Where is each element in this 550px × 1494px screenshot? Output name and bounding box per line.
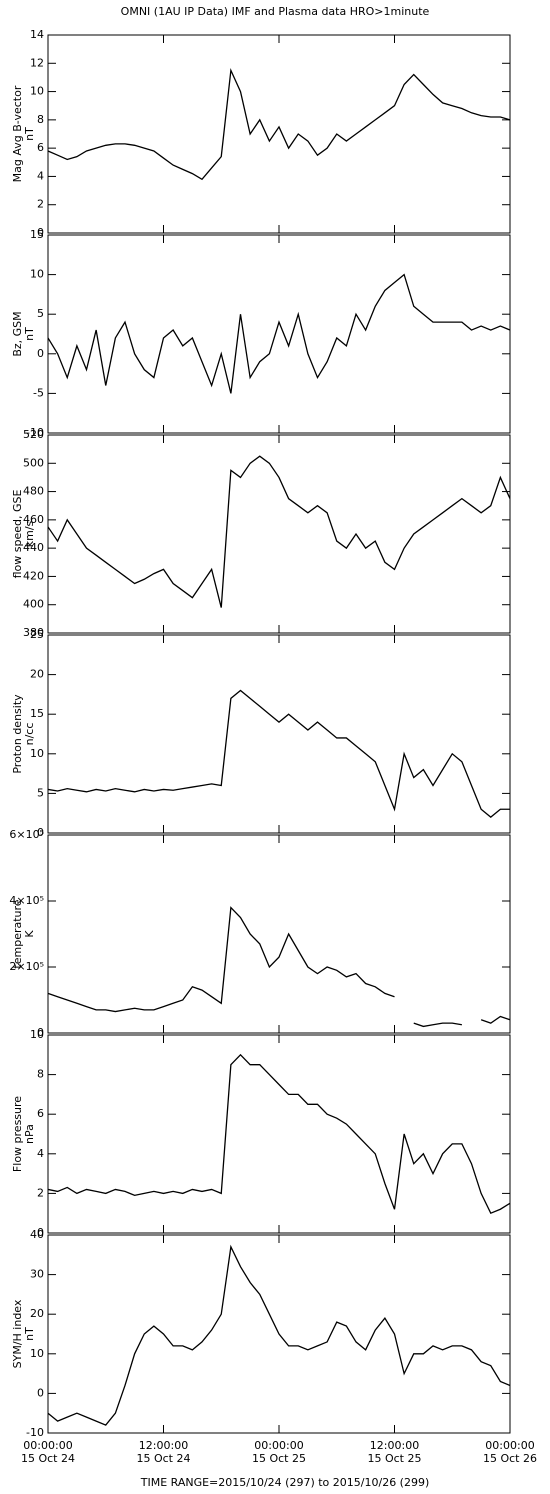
- y-tick-label: 10: [30, 85, 44, 98]
- y-tick-label: 0: [37, 226, 44, 239]
- y-tick-label: 460: [23, 513, 44, 526]
- y-tick-label: 380: [23, 626, 44, 639]
- y-tick-label: 6×10⁵: [9, 828, 44, 841]
- y-tick-label: 500: [23, 456, 44, 469]
- x-tick-label: 00:00:00 15 Oct 24: [20, 1439, 75, 1465]
- data-line: [47, 455, 511, 608]
- y-tick-label: 440: [23, 541, 44, 554]
- y-axis-label: n/cc: [23, 723, 36, 746]
- y-tick-label: 0: [37, 1386, 44, 1399]
- panel-frame: [47, 834, 511, 1034]
- y-tick-label: 10: [30, 268, 44, 281]
- time-range: TIME RANGE=2015/10/24 (297) to 2015/10/2…: [140, 1476, 430, 1489]
- y-tick-label: 4: [37, 1147, 44, 1160]
- y-tick-label: 12: [30, 56, 44, 69]
- y-tick-label: 2: [37, 198, 44, 211]
- y-tick-label: 2×10⁵: [9, 960, 44, 973]
- panel-frame: [47, 634, 511, 834]
- y-axis-label: nT: [23, 127, 36, 141]
- y-tick-label: 520: [23, 428, 44, 441]
- y-tick-label: -10: [26, 1426, 44, 1439]
- y-tick-label: 8: [37, 113, 44, 126]
- data-line: [47, 273, 511, 394]
- x-tick-label: 12:00:00 15 Oct 25: [367, 1439, 422, 1465]
- y-tick-label: 15: [30, 707, 44, 720]
- y-tick-label: 5: [37, 307, 44, 320]
- data-line: [47, 1244, 511, 1426]
- y-tick-label: 6: [37, 141, 44, 154]
- y-tick-label: 20: [30, 668, 44, 681]
- panel-frame: [47, 434, 511, 634]
- y-tick-label: 25: [30, 628, 44, 641]
- y-axis-label: nT: [23, 327, 36, 341]
- y-tick-label: 0: [37, 347, 44, 360]
- data-line: [47, 1053, 511, 1215]
- y-tick-label: 10: [30, 1347, 44, 1360]
- y-axis-label: flow speed, GSE: [11, 490, 24, 579]
- x-tick-label: 00:00:00 15 Oct 25: [251, 1439, 306, 1465]
- y-axis-label: Flow pressure: [11, 1096, 24, 1172]
- y-tick-label: 20: [30, 1307, 44, 1320]
- y-tick-label: -5: [33, 386, 44, 399]
- data-line: [47, 689, 510, 819]
- y-axis-label: nT: [23, 1327, 36, 1341]
- y-tick-label: 14: [30, 28, 44, 41]
- y-axis-label: K: [23, 930, 36, 938]
- y-tick-label: 30: [30, 1268, 44, 1281]
- y-tick-label: -10: [26, 426, 44, 439]
- y-tick-label: 2: [37, 1186, 44, 1199]
- y-tick-label: 4×10⁵: [9, 894, 44, 907]
- y-tick-label: 0: [37, 1226, 44, 1239]
- panel-frame: [47, 1034, 511, 1234]
- y-axis-label: Proton density: [11, 694, 24, 774]
- y-tick-label: 15: [30, 228, 44, 241]
- y-tick-label: 10: [30, 747, 44, 760]
- y-tick-label: 480: [23, 485, 44, 498]
- y-axis-label: km/s: [23, 520, 36, 547]
- y-tick-label: 420: [23, 569, 44, 582]
- y-tick-label: 0: [37, 1026, 44, 1039]
- data-line: [47, 67, 511, 181]
- panel-frame: [47, 34, 511, 234]
- chart-title: OMNI (1AU IP Data) IMF and Plasma data H…: [121, 5, 430, 18]
- y-tick-label: 5: [37, 786, 44, 799]
- y-tick-label: 10: [30, 1028, 44, 1041]
- y-tick-label: 8: [37, 1068, 44, 1081]
- y-axis-label: SYM/H index: [11, 1299, 24, 1368]
- x-tick-label: 12:00:00 15 Oct 24: [136, 1439, 191, 1465]
- y-tick-label: 40: [30, 1228, 44, 1241]
- y-axis-label: nPa: [23, 1124, 36, 1144]
- y-axis-label: temperature: [11, 899, 24, 968]
- y-axis-label: Mag Avg B-vector: [11, 85, 24, 182]
- y-tick-label: 400: [23, 598, 44, 611]
- y-axis-label: Bz, GSM: [11, 311, 24, 356]
- y-tick-label: 6: [37, 1107, 44, 1120]
- data-line: [47, 906, 511, 1028]
- x-tick-label: 00:00:00 15 Oct 26: [482, 1439, 537, 1465]
- y-tick-label: 0: [37, 826, 44, 839]
- y-tick-label: 4: [37, 169, 44, 182]
